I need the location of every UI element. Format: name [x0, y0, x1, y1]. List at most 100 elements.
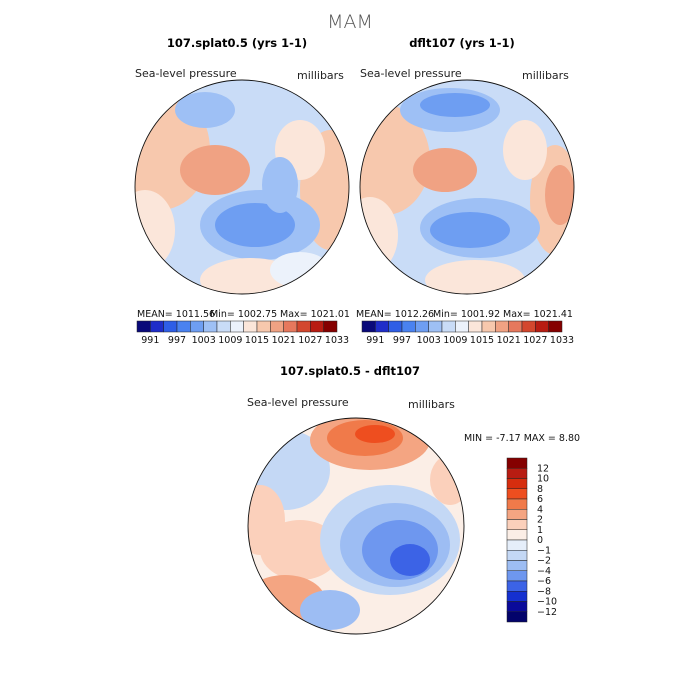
stat-mean: MEAN= 1012.26	[356, 309, 434, 320]
min-max-readout: MIN = -7.17 MAX = 8.80	[464, 433, 580, 444]
colorbar-tick-label: −10	[537, 597, 557, 608]
colorbar-swatch	[506, 580, 528, 592]
colorbar-tick-label: −4	[537, 566, 551, 577]
colorbar-swatch	[506, 611, 528, 623]
colorbar-swatch	[323, 320, 338, 333]
colorbar-swatch	[506, 519, 528, 530]
colorbar-swatch	[506, 488, 528, 500]
colorbar-tick-label: 1015	[245, 335, 269, 346]
colorbar-tick-label: 2	[537, 515, 543, 526]
polar-map	[135, 80, 349, 294]
colorbar-tick-label: 1021	[272, 335, 296, 346]
panel-dflt107: dflt107 (yrs 1-1) Sea-level pressure mil…	[359, 36, 575, 295]
colorbar-tick-label: −6	[537, 576, 551, 587]
colorbar-swatch	[506, 529, 528, 541]
panel-title: 107.splat0.5 (yrs 1-1)	[167, 36, 307, 50]
colorbar-tick-label: 997	[393, 335, 411, 346]
colorbar-tick-label: −2	[537, 556, 551, 567]
colorbar-swatch	[506, 509, 528, 520]
colorbar-tick-label: −1	[537, 545, 551, 556]
colorbar-tick-label: 991	[366, 335, 384, 346]
variable-label: Sea-level pressure	[360, 67, 462, 80]
colorbar-tick-label: 1003	[192, 335, 216, 346]
colorbar-swatch	[506, 457, 528, 469]
stat-mean: MEAN= 1011.56	[137, 309, 215, 320]
colorbar-tick-label: 12	[537, 463, 549, 474]
colorbar-tick-label: 1009	[218, 335, 242, 346]
units-label: millibars	[297, 69, 344, 82]
colorbar-swatch	[190, 320, 204, 333]
stat-max: Max= 1021.01	[280, 309, 350, 320]
colorbar-tick-label: 997	[168, 335, 186, 346]
colorbar-swatch	[506, 601, 528, 612]
colorbar-swatch	[506, 539, 528, 551]
colorbar-swatch	[468, 320, 483, 333]
colorbar-swatch	[203, 320, 218, 333]
colorbar-swatch	[441, 320, 456, 333]
colorbar-swatch	[506, 560, 528, 571]
units-label: millibars	[522, 69, 569, 82]
panel-title: 107.splat0.5 - dflt107	[280, 364, 420, 378]
colorbar-swatch	[415, 320, 429, 333]
main-title: MAM	[327, 11, 373, 33]
colorbar-swatch	[506, 498, 528, 510]
colorbar-tick-label: 6	[537, 494, 543, 505]
colorbar-swatch	[481, 320, 496, 333]
colorbar-swatch	[506, 478, 528, 489]
colorbar-tick-label: 1009	[443, 335, 467, 346]
variable-label: Sea-level pressure	[135, 67, 237, 80]
colorbar-tick-label: 1003	[417, 335, 441, 346]
colorbar-tick-label: 1015	[470, 335, 494, 346]
colorbar-tick-label: 1033	[550, 335, 574, 346]
colorbar-swatch	[243, 320, 258, 333]
colorbar-tick-label: 8	[537, 484, 543, 495]
colorbar-swatch	[455, 320, 469, 333]
stat-min: Min= 1002.75	[210, 309, 277, 320]
colorbar-tick-label: 1021	[497, 335, 521, 346]
panel-title: dflt107 (yrs 1-1)	[409, 36, 515, 50]
colorbar-tick-label: −8	[537, 586, 551, 597]
colorbar-swatch	[521, 320, 536, 333]
colorbar-tick-label: 1027	[523, 335, 547, 346]
colorbar-tick-label: 4	[537, 504, 543, 515]
colorbar-swatch	[310, 320, 324, 333]
colorbar-swatch	[230, 320, 244, 333]
colorbar-swatch	[176, 320, 191, 333]
colorbar-tick-label: 1033	[325, 335, 349, 346]
colorbar-swatch	[506, 550, 528, 561]
colorbar-tick-label: −12	[537, 607, 557, 618]
units-label: millibars	[408, 398, 455, 411]
colorbar-swatch	[296, 320, 311, 333]
colorbar-swatch	[270, 320, 284, 333]
panel-difference: 107.splat0.5 - dflt107 Sea-level pressur…	[247, 364, 580, 635]
stat-max: Max= 1021.41	[503, 309, 573, 320]
variable-label: Sea-level pressure	[247, 396, 349, 409]
colorbar-swatch	[388, 320, 403, 333]
colorbar-tick-label: 1	[537, 525, 543, 536]
stat-min: Min= 1001.92	[433, 309, 500, 320]
colorbar-tick-label: 10	[537, 474, 549, 485]
colorbar-swatch	[283, 320, 298, 333]
colorbar-swatch	[495, 320, 509, 333]
polar-map	[360, 80, 574, 294]
colorbar-swatch	[506, 570, 528, 582]
colorbar-absolute: 991 997 1003 1009 1015 1021 1027 1033	[136, 320, 349, 346]
colorbar-swatch	[361, 320, 376, 333]
colorbar-swatch	[548, 320, 563, 333]
colorbar-absolute: 991 997 1003 1009 1015 1021 1027 1033	[361, 320, 574, 346]
colorbar-swatch	[506, 468, 528, 479]
colorbar-swatch	[506, 591, 528, 602]
colorbar-swatch	[256, 320, 271, 333]
colorbar-tick-label: 991	[141, 335, 159, 346]
colorbar-swatch	[375, 320, 389, 333]
colorbar-swatch	[136, 320, 151, 333]
colorbar-swatch	[535, 320, 549, 333]
colorbar-swatch	[508, 320, 523, 333]
colorbar-swatch	[401, 320, 416, 333]
colorbar-swatch	[163, 320, 178, 333]
colorbar-tick-label: 0	[537, 535, 543, 546]
colorbar-tick-label: 1027	[298, 335, 322, 346]
panel-107-splat: 107.splat0.5 (yrs 1-1) Sea-level pressur…	[134, 36, 350, 295]
